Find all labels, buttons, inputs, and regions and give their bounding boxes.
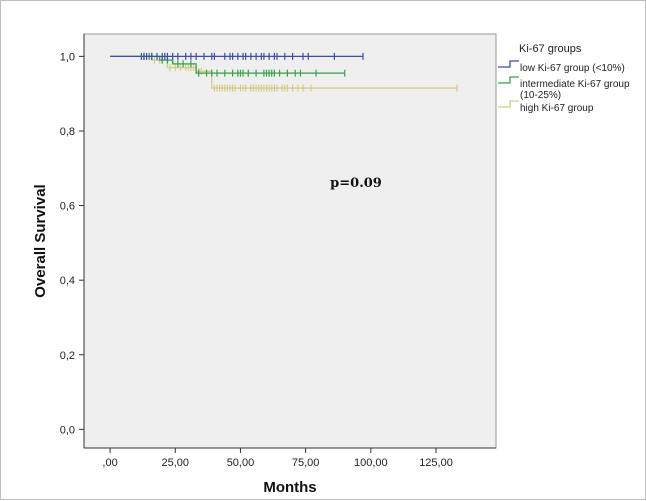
legend-item: low Ki-67 group (<10%) — [498, 60, 625, 74]
x-tick-label: 50,00 — [227, 457, 255, 469]
x-tick-label: 100,00 — [354, 457, 388, 469]
y-tick-label: 0,0 — [60, 424, 75, 436]
series-layer — [110, 52, 458, 92]
legend: low Ki-67 group (<10%) intermediate Ki-67… — [498, 60, 630, 114]
plot-area — [83, 33, 497, 449]
p-value-annotation: p=0.09 — [330, 176, 382, 191]
legend-swatch — [498, 76, 519, 84]
legend-item: high Ki-67 group — [498, 100, 594, 114]
legend-label: low Ki-67 group (<10%) — [520, 63, 625, 74]
y-tick-label: 0,4 — [60, 275, 75, 287]
legend-swatch — [498, 60, 519, 68]
legend-item: intermediate Ki-67 group (10-25%) — [498, 76, 630, 101]
y-tick-label: 0,2 — [60, 350, 75, 362]
x-tick-label: ,00 — [102, 457, 117, 469]
series-1 — [110, 52, 364, 60]
y-tick-label: 1,0 — [60, 51, 75, 63]
y-axis-title: Overall Survival — [32, 184, 49, 297]
y-tick-label: 0,8 — [60, 126, 75, 138]
y-tick-label: 0,6 — [60, 201, 75, 213]
x-tick-label: 125,00 — [419, 457, 453, 469]
x-tick-label: 25,00 — [162, 457, 190, 469]
y-ticks: 0,0 0,2 0,4 0,6 0,8 1,0 — [60, 51, 84, 436]
x-ticks: ,00 25,00 50,00 75,00 100,00 125,00 — [102, 448, 453, 469]
x-tick-label: 75,00 — [292, 457, 320, 469]
legend-swatch — [498, 100, 519, 108]
legend-label: intermediate Ki-67 group (10-25%) — [520, 79, 630, 101]
legend-title: Ki-67 groups — [519, 43, 582, 55]
legend-label: high Ki-67 group — [520, 103, 594, 114]
x-axis-title: Months — [263, 479, 316, 496]
